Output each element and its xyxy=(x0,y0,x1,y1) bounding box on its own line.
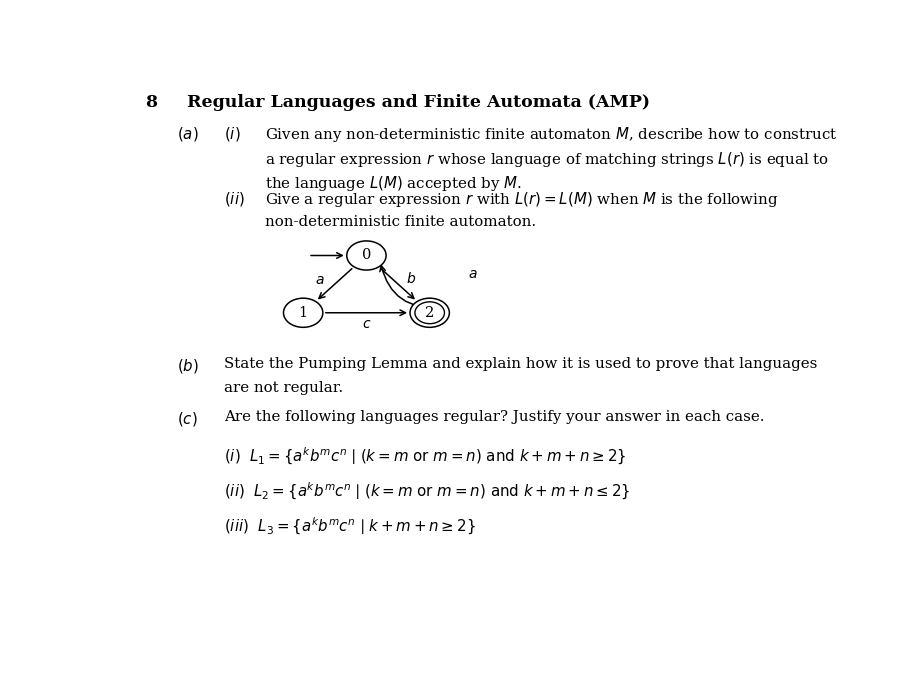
Text: State the Pumping Lemma and explain how it is used to prove that languages: State the Pumping Lemma and explain how … xyxy=(224,357,818,371)
Text: Regular Languages and Finite Automata (AMP): Regular Languages and Finite Automata (A… xyxy=(187,94,650,111)
Text: $c$: $c$ xyxy=(362,317,371,331)
Text: the language $L(M)$ accepted by $M$.: the language $L(M)$ accepted by $M$. xyxy=(265,174,522,193)
Text: non-deterministic finite automaton.: non-deterministic finite automaton. xyxy=(265,215,536,229)
Circle shape xyxy=(346,241,386,270)
Text: $(ii)$: $(ii)$ xyxy=(224,191,245,208)
Text: $b$: $b$ xyxy=(405,272,415,287)
Text: a regular expression $r$ whose language of matching strings $L(r)$ is equal to: a regular expression $r$ whose language … xyxy=(265,150,829,169)
Text: Given any non-deterministic finite automaton $M$, describe how to construct: Given any non-deterministic finite autom… xyxy=(265,125,837,145)
Text: $(i)$  $L_1 = \{a^kb^mc^n \mid (k = m\ \mathrm{or}\ m = n)\ \mathrm{and}\ k+m+n : $(i)$ $L_1 = \{a^kb^mc^n \mid (k = m\ \m… xyxy=(224,445,627,466)
Text: 1: 1 xyxy=(298,306,307,320)
Text: are not regular.: are not regular. xyxy=(224,381,344,395)
Text: $(ii)$  $L_2 = \{a^kb^mc^n \mid (k = m\ \mathrm{or}\ m = n)\ \mathrm{and}\ k+m+n: $(ii)$ $L_2 = \{a^kb^mc^n \mid (k = m\ \… xyxy=(224,481,631,502)
Text: $a$: $a$ xyxy=(315,273,324,287)
Circle shape xyxy=(414,301,444,324)
Text: 0: 0 xyxy=(362,249,371,262)
Text: $(iii)$  $L_3 = \{a^kb^mc^n \mid k+m+n \geq 2\}$: $(iii)$ $L_3 = \{a^kb^mc^n \mid k+m+n \g… xyxy=(224,516,476,537)
Text: 8: 8 xyxy=(145,94,157,111)
Circle shape xyxy=(284,298,323,327)
Text: Give a regular expression $r$ with $L(r) = L(M)$ when $M$ is the following: Give a regular expression $r$ with $L(r)… xyxy=(265,191,778,210)
Text: 2: 2 xyxy=(425,306,434,320)
Text: $(a)$: $(a)$ xyxy=(177,125,199,143)
Text: $(c)$: $(c)$ xyxy=(177,410,198,428)
Text: $(b)$: $(b)$ xyxy=(177,357,199,375)
Text: $a$: $a$ xyxy=(469,267,478,281)
Circle shape xyxy=(410,298,449,327)
Text: Are the following languages regular? Justify your answer in each case.: Are the following languages regular? Jus… xyxy=(224,410,765,424)
Text: $(i)$: $(i)$ xyxy=(224,125,241,143)
